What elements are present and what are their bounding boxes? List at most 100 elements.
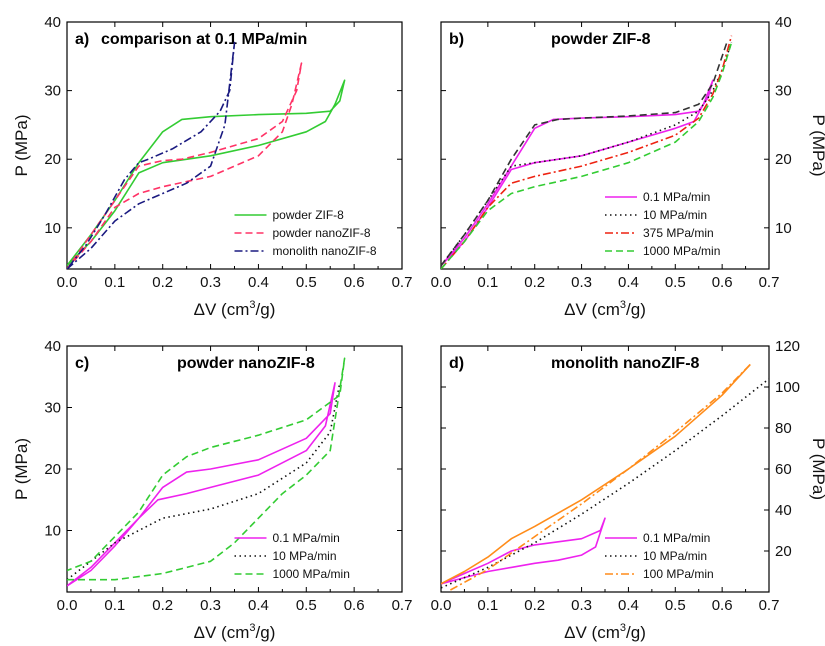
series-line-4 (441, 42, 733, 269)
y-tick-label: 20 (775, 151, 792, 168)
x-tick-label: 0.0 (57, 597, 78, 614)
x-tick-label: 0.6 (712, 274, 733, 291)
x-tick-label: 0.0 (431, 597, 452, 614)
legend-entry: 10 MPa/min (643, 208, 707, 222)
x-axis-label: ΔV (cm3/g) (194, 299, 276, 319)
plot-frame (440, 21, 770, 270)
x-axis-label: ΔV (cm3/g) (564, 622, 646, 642)
x-tick-label: 0.4 (248, 274, 269, 291)
series-line-4 (441, 363, 751, 585)
series-line-1 (67, 79, 346, 267)
y-tick-label: 30 (44, 83, 61, 100)
legend-entry: 1000 MPa/min (273, 567, 350, 581)
series-line-3 (67, 357, 346, 581)
x-tick-label: 0.2 (152, 274, 173, 291)
x-axis-label-main: ΔV (cm (194, 623, 250, 642)
x-axis-label: ΔV (cm3/g) (564, 299, 646, 319)
x-axis-label-main: ΔV (cm (564, 300, 620, 319)
y-axis-label: P (MPa) (809, 114, 825, 176)
chart-title: powder nanoZIF-8 (177, 355, 315, 372)
y-tick-label: 10 (44, 523, 61, 540)
x-tick-label: 0.7 (759, 597, 780, 614)
legend-entry: 100 MPa/min (643, 567, 714, 581)
series-line-1 (441, 517, 606, 585)
x-tick-label: 0.3 (571, 597, 592, 614)
y-axis-label: P (MPa) (12, 114, 31, 176)
series-line-3 (450, 363, 751, 591)
panel-4: 0.0 0.1 0.2 0.3 0.4 0.5 0.6 0.7 20 40 60 80 100 120 ΔV… (431, 338, 825, 642)
chart-title: comparison at 0.1 MPa/min (101, 31, 307, 48)
x-axis-label: ΔV (cm3/g) (194, 622, 276, 642)
y-tick-label: 100 (775, 379, 800, 396)
x-tick-label: 0.3 (571, 274, 592, 291)
legend-entry: 0.1 MPa/min (643, 531, 710, 545)
y-axis-label: P (MPa) (12, 438, 31, 500)
x-tick-label: 0.4 (618, 274, 639, 291)
panel-label: b) (449, 31, 464, 48)
legend-entry: 10 MPa/min (643, 549, 707, 563)
series-line-3 (67, 41, 236, 269)
y-tick-label: 60 (775, 461, 792, 478)
x-axis-label-superscript: 3 (249, 622, 255, 634)
y-tick-label: 40 (44, 338, 61, 355)
chart-title: powder ZIF-8 (551, 31, 651, 48)
y-tick-label: 20 (44, 151, 61, 168)
series-line-1 (441, 79, 714, 267)
x-tick-label: 0.4 (618, 597, 639, 614)
panel-1: 0.0 0.1 0.2 0.3 0.4 0.5 0.6 0.7 10 20 30 40 ΔV (cm3/… (12, 14, 412, 319)
x-tick-label: 0.4 (248, 597, 269, 614)
series-line-3 (441, 35, 733, 269)
legend-entry: 375 MPa/min (643, 226, 714, 240)
x-tick-label: 0.5 (296, 597, 317, 614)
y-tick-label: 10 (775, 220, 792, 237)
x-tick-label: 0.1 (104, 274, 125, 291)
x-tick-label: 0.7 (392, 597, 413, 614)
panel-label: a) (75, 31, 89, 48)
x-tick-label: 0.7 (392, 274, 413, 291)
y-tick-label: 40 (44, 14, 61, 31)
x-tick-label: 0.6 (712, 597, 733, 614)
series-line-1 (67, 382, 336, 587)
x-tick-label: 0.6 (344, 274, 365, 291)
x-tick-label: 0.5 (296, 274, 317, 291)
x-axis-label-tail: /g) (626, 300, 646, 319)
legend-entry: 0.1 MPa/min (643, 190, 710, 204)
legend-entry: monolith nanoZIF-8 (273, 244, 377, 258)
x-tick-label: 0.2 (524, 274, 545, 291)
x-tick-label: 0.6 (344, 597, 365, 614)
x-axis-label-superscript: 3 (620, 299, 626, 311)
legend-entry: 10 MPa/min (273, 549, 337, 563)
y-tick-label: 10 (44, 220, 61, 237)
x-axis-label-main: ΔV (cm (564, 623, 620, 642)
y-tick-label: 80 (775, 420, 792, 437)
legend-entry: powder nanoZIF-8 (273, 226, 371, 240)
panel-label: d) (449, 355, 464, 372)
y-tick-label: 20 (44, 461, 61, 478)
y-tick-label: 30 (44, 400, 61, 417)
x-tick-label: 0.2 (524, 597, 545, 614)
x-tick-label: 0.5 (665, 274, 686, 291)
y-axis-label: P (MPa) (809, 438, 825, 500)
legend-entry: powder ZIF-8 (273, 208, 345, 222)
panel-label: c) (75, 355, 89, 372)
x-tick-label: 0.1 (477, 274, 498, 291)
x-tick-label: 0.5 (665, 597, 686, 614)
legend-entry: 0.1 MPa/min (273, 531, 340, 545)
y-tick-label: 40 (775, 14, 792, 31)
panel-2: 0.0 0.1 0.2 0.3 0.4 0.5 0.6 0.7 10 20 30 40 ΔV (cm3/… (431, 14, 825, 319)
x-tick-label: 0.3 (200, 274, 221, 291)
x-axis-label-superscript: 3 (620, 622, 626, 634)
y-tick-label: 30 (775, 83, 792, 100)
chart-title: monolith nanoZIF-8 (551, 355, 700, 372)
x-axis-label-tail: /g) (256, 623, 276, 642)
x-tick-label: 0.1 (477, 597, 498, 614)
x-tick-label: 0.7 (759, 274, 780, 291)
panel-3: 0.0 0.1 0.2 0.3 0.4 0.5 0.6 0.7 10 20 30 40 ΔV (cm3/… (12, 338, 412, 642)
x-tick-label: 0.2 (152, 597, 173, 614)
y-tick-label: 20 (775, 543, 792, 560)
legend-entry: 1000 MPa/min (643, 244, 720, 258)
series-line-2 (67, 382, 341, 581)
x-axis-label-tail: /g) (626, 623, 646, 642)
x-axis-label-main: ΔV (cm (194, 300, 250, 319)
